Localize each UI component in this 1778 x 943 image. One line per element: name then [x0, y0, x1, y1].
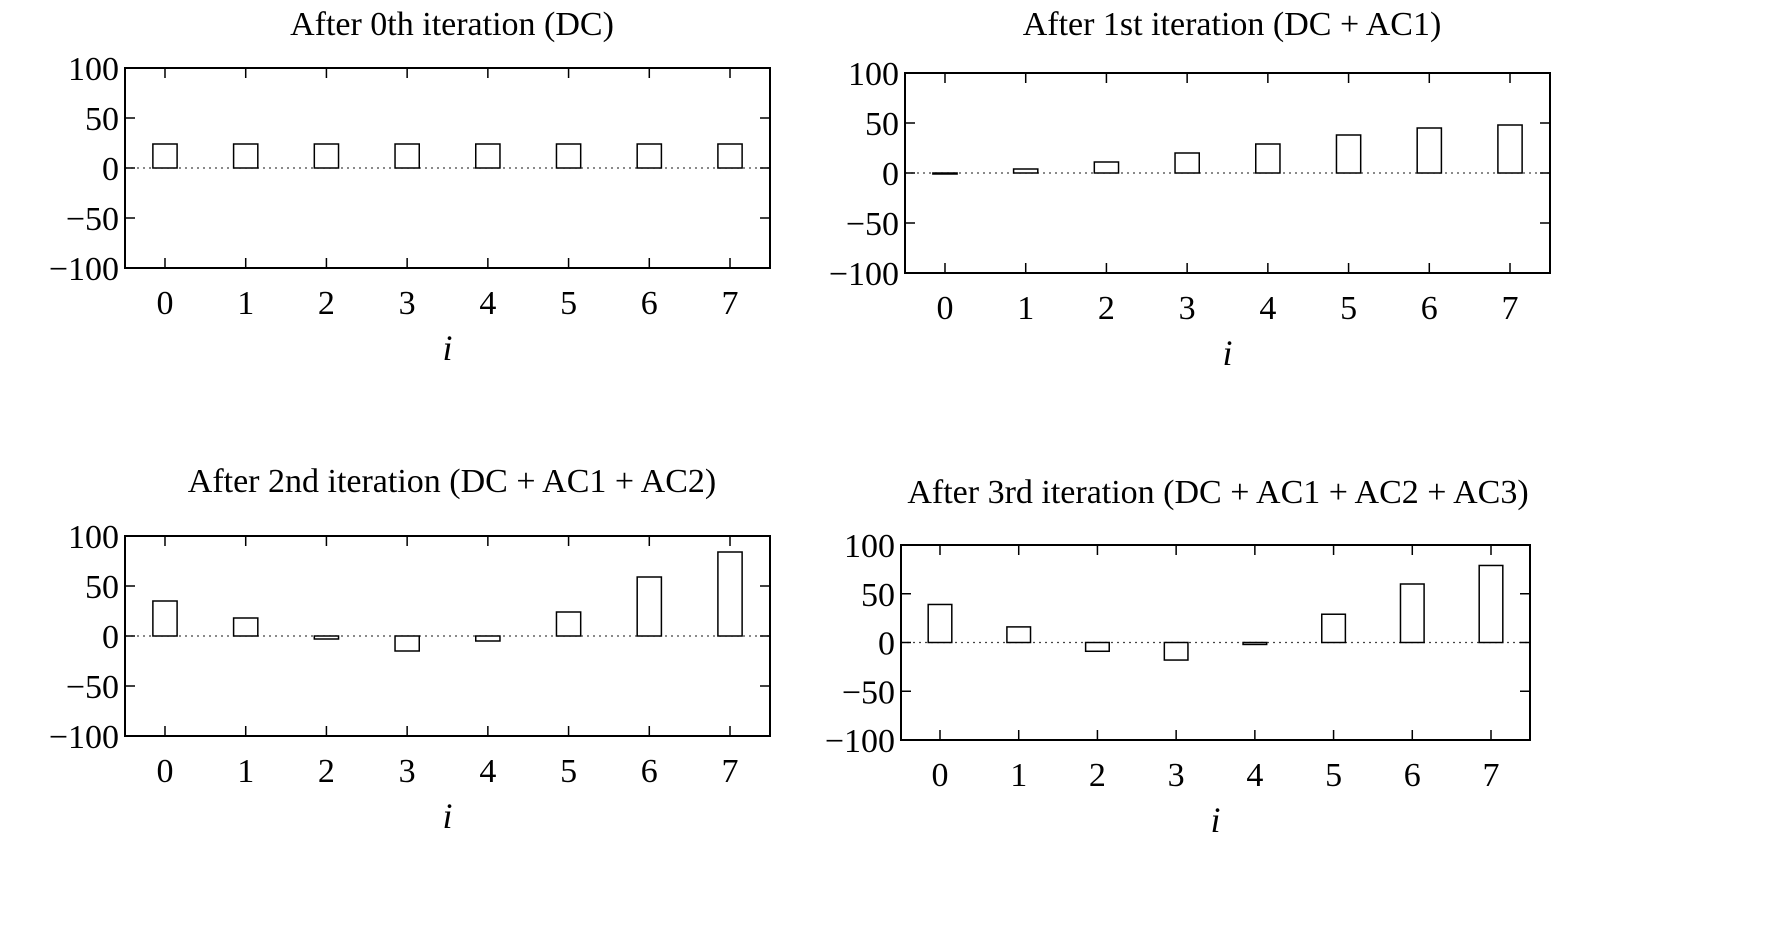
- xtick-label: 0: [931, 757, 948, 794]
- xtick-label: 7: [1483, 757, 1500, 794]
- xtick-label: 0: [156, 753, 173, 790]
- bar-5: [1321, 613, 1347, 644]
- bar-4: [1255, 143, 1281, 174]
- bar-5: [1335, 134, 1362, 174]
- bar-7: [717, 551, 743, 637]
- xtick-label: 3: [1179, 290, 1196, 327]
- xtick-label: 4: [1259, 290, 1276, 327]
- bar-4: [1242, 641, 1268, 646]
- xtick-label: 4: [479, 285, 496, 322]
- bar-2: [1093, 161, 1120, 174]
- bar-0: [152, 143, 178, 169]
- bar-3: [394, 635, 420, 652]
- ytick-label: −50: [66, 669, 119, 706]
- ytick-label: 100: [848, 56, 899, 93]
- xtick-label: 5: [560, 753, 577, 790]
- bar-1: [1006, 626, 1032, 644]
- x-axis-label: i: [442, 796, 452, 836]
- bar-7: [1497, 124, 1523, 174]
- xtick-label: 0: [936, 290, 953, 327]
- chart-panel-1: After 1st iteration (DC + AC1)100500−50−…: [829, 6, 1551, 373]
- ytick-label: −100: [49, 251, 119, 288]
- bar-4: [475, 143, 501, 169]
- xtick-label: 3: [1168, 757, 1185, 794]
- ytick-label: 0: [102, 619, 119, 656]
- xtick-label: 4: [479, 753, 496, 790]
- bar-3: [1174, 152, 1200, 174]
- chart-panel-2: After 2nd iteration (DC + AC1 + AC2)1005…: [49, 463, 771, 836]
- bar-4: [475, 635, 501, 642]
- ytick-label: 100: [844, 528, 895, 565]
- xtick-label: 3: [399, 285, 416, 322]
- ytick-label: 0: [102, 151, 119, 188]
- xtick-label: 2: [318, 753, 335, 790]
- bar-2: [313, 635, 340, 640]
- bar-3: [394, 143, 420, 169]
- xtick-label: 1: [1017, 290, 1034, 327]
- xtick-label: 1: [237, 753, 254, 790]
- xtick-label: 3: [399, 753, 416, 790]
- chart-title: After 0th iteration (DC): [290, 6, 614, 43]
- bar-1: [232, 143, 259, 169]
- bar-1: [1012, 168, 1039, 174]
- xtick-label: 7: [722, 753, 739, 790]
- xtick-label: 2: [318, 285, 335, 322]
- xtick-label: 7: [1502, 290, 1519, 327]
- chart-title: After 3rd iteration (DC + AC1 + AC2 + AC…: [907, 474, 1528, 511]
- xtick-label: 6: [641, 753, 658, 790]
- x-axis-label: i: [1210, 800, 1220, 840]
- bar-1: [232, 617, 259, 637]
- bar-2: [1084, 641, 1110, 653]
- xtick-label: 6: [1421, 290, 1438, 327]
- ytick-label: −100: [829, 256, 899, 293]
- ytick-label: 50: [85, 569, 119, 606]
- xtick-label: 5: [560, 285, 577, 322]
- ytick-label: 50: [85, 101, 119, 138]
- x-axis-label: i: [442, 328, 452, 368]
- bar-6: [1416, 127, 1443, 174]
- xtick-label: 1: [1010, 757, 1027, 794]
- bar-6: [636, 576, 663, 637]
- bar-0: [152, 600, 178, 637]
- ytick-label: −100: [825, 723, 895, 760]
- ytick-label: 100: [68, 51, 119, 88]
- bar-7: [717, 143, 743, 169]
- ytick-label: 100: [68, 519, 119, 556]
- chart-panel-0: After 0th iteration (DC) 100 50 0 −50 −100 0 1 2…: [49, 6, 771, 368]
- bar-0: [932, 172, 958, 175]
- xtick-label: 5: [1325, 757, 1342, 794]
- ytick-label: −100: [49, 719, 119, 756]
- bar-5: [555, 611, 582, 637]
- chart-title: After 2nd iteration (DC + AC1 + AC2): [188, 463, 716, 500]
- bar-3: [1163, 641, 1189, 661]
- ytick-label: −50: [842, 674, 895, 711]
- ytick-label: −50: [846, 206, 899, 243]
- bar-7: [1478, 564, 1504, 644]
- xtick-label: 6: [641, 285, 658, 322]
- xtick-label: 5: [1340, 290, 1357, 327]
- xtick-label: 2: [1089, 757, 1106, 794]
- bar-6: [1399, 583, 1425, 644]
- xtick-label: 7: [722, 285, 739, 322]
- ytick-label: 50: [865, 106, 899, 143]
- xtick-label: 4: [1246, 757, 1263, 794]
- chart-title: After 1st iteration (DC + AC1): [1023, 6, 1442, 43]
- ytick-label: 0: [878, 626, 895, 663]
- chart-panel-3: After 3rd iteration (DC + AC1 + AC2 + AC…: [825, 474, 1531, 840]
- ytick-label: −50: [66, 201, 119, 238]
- xtick-label: 0: [156, 285, 173, 322]
- bar-0: [927, 603, 953, 644]
- bar-6: [636, 143, 663, 169]
- xtick-label: 2: [1098, 290, 1115, 327]
- x-axis-label: i: [1222, 333, 1232, 373]
- xtick-label: 6: [1404, 757, 1421, 794]
- bar-5: [555, 143, 582, 169]
- bar-2: [313, 143, 340, 169]
- ytick-label: 50: [861, 577, 895, 614]
- xtick-label: 1: [237, 285, 254, 322]
- ytick-label: 0: [882, 156, 899, 193]
